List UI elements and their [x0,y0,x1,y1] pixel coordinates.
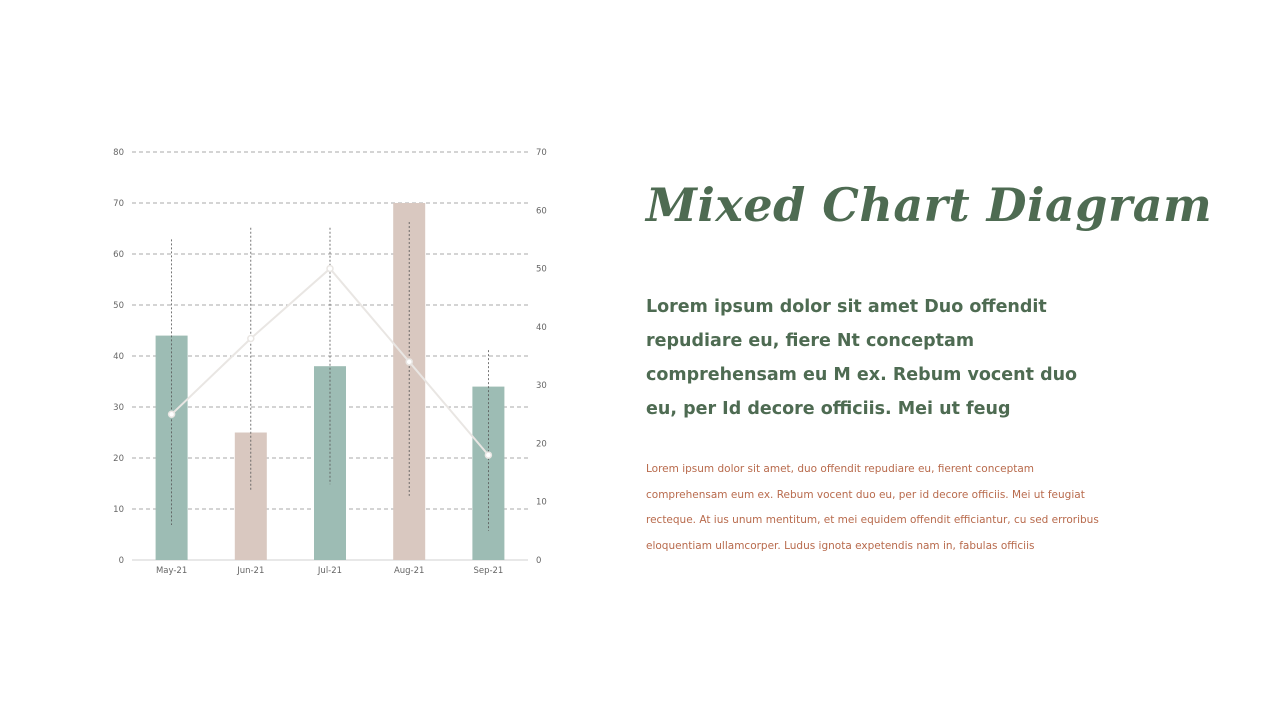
right-tick-label: 30 [536,381,547,391]
left-axis-ticks: 0 10 20 30 40 50 60 70 80 [113,148,124,566]
bar [234,432,267,560]
line-series [167,264,493,459]
x-axis-labels: May-21 Jun-21 Jul-21 Aug-21 Sep-21 [156,566,503,576]
body-paragraph: Lorem ipsum dolor sit amet, duo offendit… [646,463,1099,553]
line-point [247,334,255,343]
right-axis-ticks: 0 10 20 30 40 50 60 70 [536,148,547,566]
bar [314,366,346,560]
line-point [405,358,413,366]
x-tick-label: Sep-21 [473,566,503,576]
bar [393,203,426,560]
slide-title: Mixed Chart Diagram [646,178,1213,232]
left-tick-label: 50 [113,301,124,311]
left-tick-label: 30 [113,403,124,413]
line-point [167,410,176,419]
left-tick-label: 0 [119,556,124,566]
left-tick-label: 80 [113,148,124,158]
right-tick-label: 10 [536,498,547,508]
right-tick-label: 20 [536,439,547,449]
right-tick-label: 0 [536,556,541,566]
right-tick-label: 70 [536,148,547,158]
line-point [326,264,334,273]
mixed-chart: 0 10 20 30 40 50 60 70 80 0 10 20 30 40 50 60 70 May-21… [113,148,547,576]
left-tick-label: 10 [113,505,124,515]
x-tick-label: Jul-21 [317,566,342,576]
x-tick-label: May-21 [156,566,187,576]
right-tick-label: 40 [536,323,547,333]
x-tick-label: Jun-21 [236,566,264,576]
lead-paragraph: Lorem ipsum dolor sit amet Duo offendit … [646,297,1078,419]
left-tick-label: 70 [113,199,124,209]
bar [472,386,505,560]
right-tick-label: 60 [536,206,547,216]
left-tick-label: 60 [113,250,124,260]
x-tick-label: Aug-21 [394,566,424,576]
right-tick-label: 50 [536,265,547,275]
left-tick-label: 40 [113,352,124,362]
line-point [484,451,493,459]
left-tick-label: 20 [113,454,124,464]
